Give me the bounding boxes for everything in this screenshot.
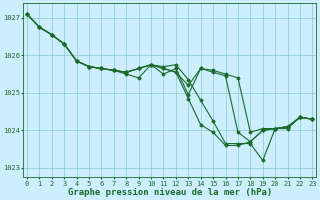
X-axis label: Graphe pression niveau de la mer (hPa): Graphe pression niveau de la mer (hPa) xyxy=(68,188,272,197)
